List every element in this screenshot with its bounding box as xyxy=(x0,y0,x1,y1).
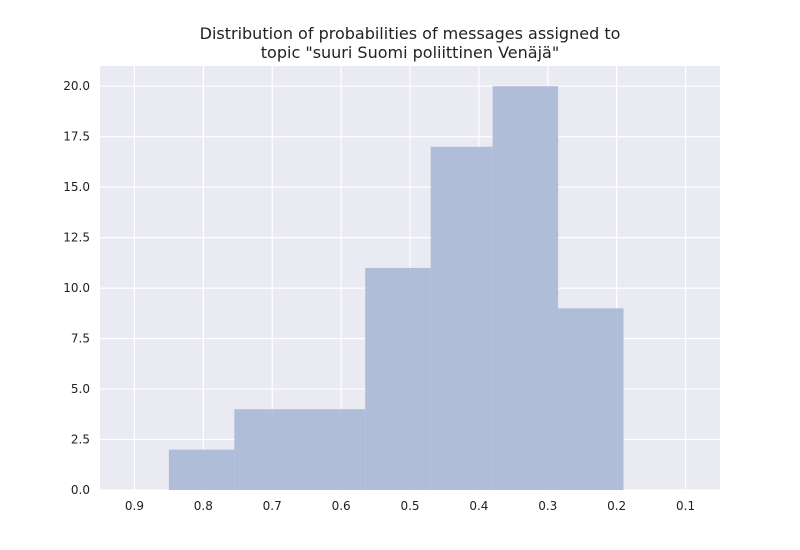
y-tick-label: 2.5 xyxy=(71,433,90,447)
x-tick-label: 0.8 xyxy=(194,499,213,513)
histogram-bar xyxy=(365,267,431,490)
y-tick-label: 17.5 xyxy=(63,130,90,144)
histogram-bars xyxy=(168,86,624,490)
chart-title: Distribution of probabilities of message… xyxy=(100,24,720,62)
x-axis-ticks: 0.9 0.8 0.7 0.6 0.5 0.4 0.3 0.2 0.1 xyxy=(125,499,695,513)
histogram-bar xyxy=(234,409,366,490)
y-tick-label: 0.0 xyxy=(71,483,90,497)
histogram-bar xyxy=(558,308,624,490)
y-tick-label: 5.0 xyxy=(71,382,90,396)
y-axis-ticks: 0.0 2.5 5.0 7.5 10.0 12.5 15.0 17.5 20.0 xyxy=(63,79,90,497)
y-tick-label: 20.0 xyxy=(63,79,90,93)
y-tick-label: 12.5 xyxy=(63,231,90,245)
chart-title-line-1: Distribution of probabilities of message… xyxy=(199,24,621,43)
histogram-bar xyxy=(430,146,493,490)
x-tick-label: 0.2 xyxy=(607,499,626,513)
x-tick-label: 0.4 xyxy=(469,499,488,513)
x-tick-label: 0.5 xyxy=(400,499,419,513)
y-tick-label: 10.0 xyxy=(63,281,90,295)
x-tick-label: 0.1 xyxy=(676,499,695,513)
x-tick-label: 0.6 xyxy=(332,499,351,513)
x-tick-label: 0.7 xyxy=(263,499,282,513)
y-tick-label: 15.0 xyxy=(63,180,90,194)
chart-title-line-2: topic "suuri Suomi poliittinen Venäjä" xyxy=(260,43,560,62)
x-tick-label: 0.3 xyxy=(538,499,557,513)
y-tick-label: 7.5 xyxy=(71,332,90,346)
histogram-bar xyxy=(492,86,559,490)
histogram-bar xyxy=(168,449,235,490)
x-tick-label: 0.9 xyxy=(125,499,144,513)
